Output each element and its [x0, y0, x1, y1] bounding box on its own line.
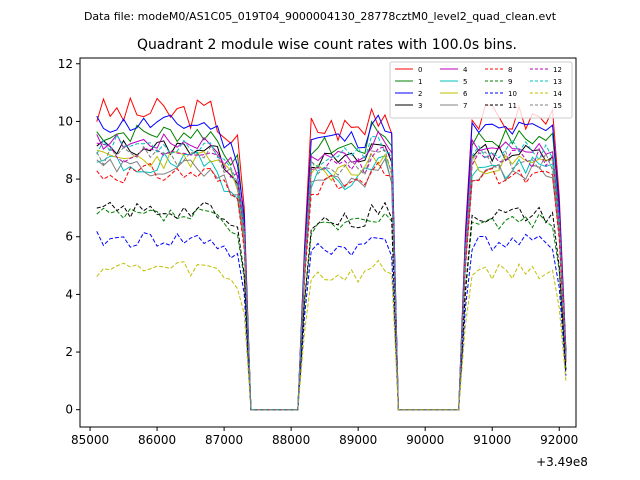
chart-title: Quadrant 2 module wise count rates with … — [137, 37, 517, 53]
y-tick-label: 12 — [58, 57, 73, 71]
series-line-14 — [96, 259, 567, 411]
legend-label-7: 7 — [463, 102, 467, 110]
legend-label-13: 13 — [553, 78, 562, 86]
legend-label-12: 12 — [553, 66, 562, 74]
y-tick-label: 10 — [58, 114, 73, 128]
x-tick-label: 90000 — [406, 433, 444, 447]
x-tick-label: 86000 — [138, 433, 176, 447]
legend-label-6: 6 — [463, 90, 468, 98]
legend-label-4: 4 — [463, 66, 468, 74]
legend-label-8: 8 — [508, 66, 512, 74]
legend-box — [389, 61, 573, 119]
plot-frame — [79, 57, 577, 428]
x-tick-label: 89000 — [339, 433, 377, 447]
legend-label-0: 0 — [418, 66, 422, 74]
series-line-11 — [96, 201, 567, 411]
series-line-8 — [96, 161, 567, 411]
series-line-15 — [96, 145, 567, 411]
x-tick-label: 88000 — [272, 433, 310, 447]
x-tick-label: 85000 — [71, 433, 109, 447]
y-tick-label: 6 — [65, 230, 73, 244]
legend-label-9: 9 — [508, 78, 512, 86]
series-layer — [96, 96, 567, 411]
series-line-2 — [96, 114, 567, 411]
series-line-13 — [96, 133, 567, 411]
series-line-3 — [96, 139, 567, 411]
legend-label-2: 2 — [418, 90, 422, 98]
series-line-9 — [96, 207, 567, 411]
series-line-5 — [96, 151, 567, 411]
legend-label-5: 5 — [463, 78, 467, 86]
legend-label-14: 14 — [553, 90, 562, 98]
chart-suptitle: Data file: modeM0/AS1C05_019T04_90000041… — [84, 10, 557, 23]
x-axis: 85000 86000 87000 88000 89000 90000 91000 92000 — [71, 427, 578, 447]
legend-label-3: 3 — [418, 102, 422, 110]
legend-label-11: 11 — [508, 102, 517, 110]
x-tick-label: 87000 — [205, 433, 243, 447]
series-line-6 — [96, 149, 567, 411]
x-offset-text: +3.49e8 — [536, 455, 588, 469]
series-line-10 — [96, 231, 567, 411]
y-tick-label: 4 — [65, 287, 73, 301]
y-tick-label: 8 — [65, 172, 73, 186]
x-tick-label: 91000 — [473, 433, 511, 447]
legend-label-1: 1 — [418, 78, 422, 86]
y-tick-label: 0 — [65, 403, 73, 417]
y-axis: 0 2 4 6 8 10 12 — [58, 57, 80, 417]
y-tick-label: 2 — [65, 345, 73, 359]
legend-label-10: 10 — [508, 90, 517, 98]
series-line-1 — [96, 120, 567, 411]
legend-label-15: 15 — [553, 102, 562, 110]
x-tick-label: 92000 — [540, 433, 578, 447]
